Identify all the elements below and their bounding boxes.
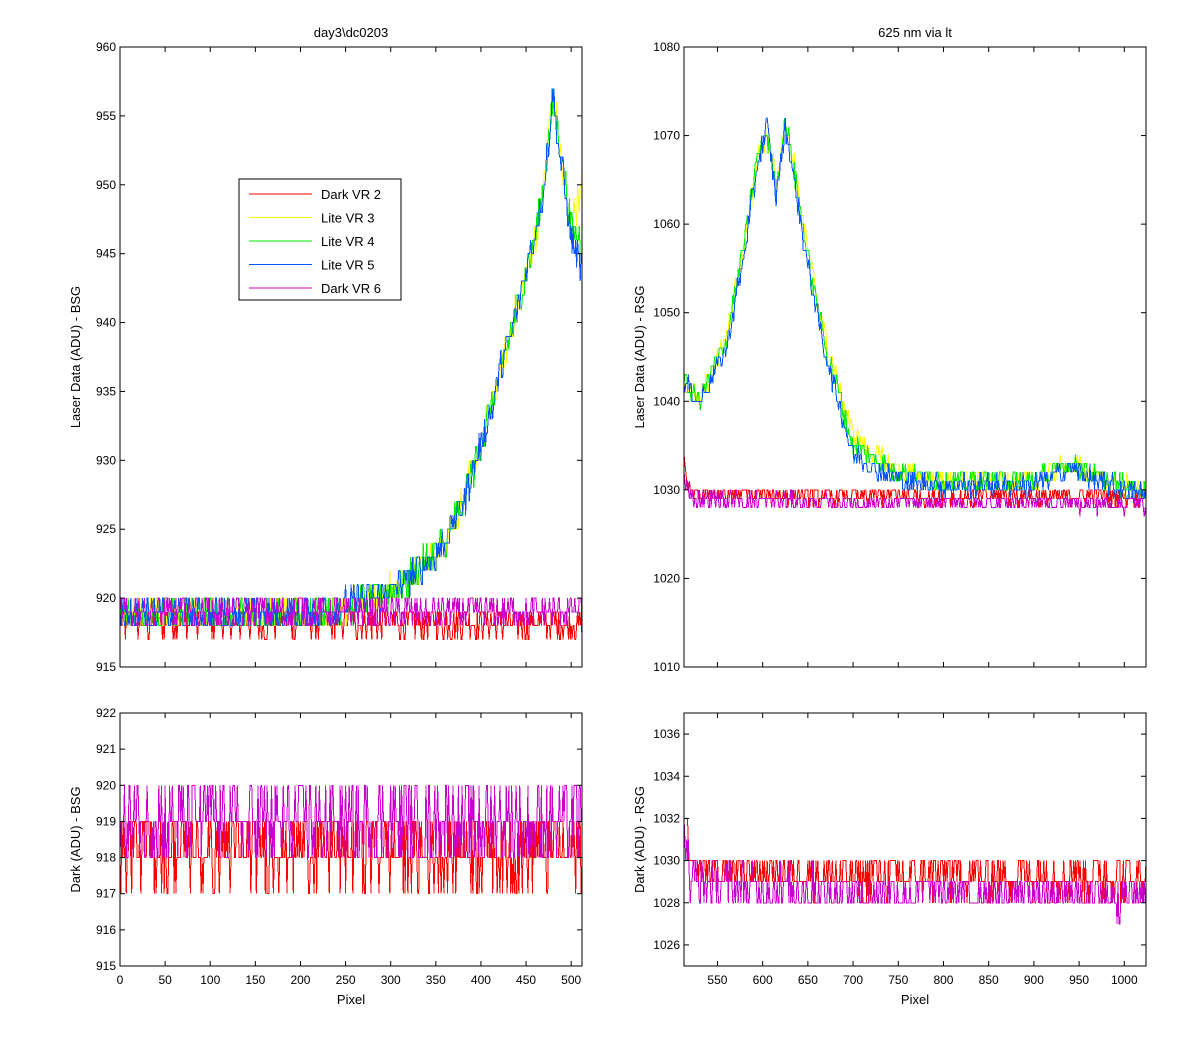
x-tick-label: 400 bbox=[471, 973, 491, 987]
series-line-dark-vr-2 bbox=[684, 454, 1146, 509]
y-tick-label: 919 bbox=[96, 814, 116, 828]
y-axis-label: Laser Data (ADU) - RSG bbox=[632, 285, 647, 428]
series-line-lite-vr-5 bbox=[684, 117, 1146, 500]
y-tick-label: 945 bbox=[96, 247, 116, 261]
y-tick-label: 1036 bbox=[653, 727, 680, 741]
x-tick-label: 450 bbox=[516, 973, 536, 987]
y-tick-label: 1060 bbox=[653, 217, 680, 231]
plot-frame bbox=[119, 712, 583, 967]
legend-label: Lite VR 3 bbox=[321, 211, 374, 226]
y-tick-label: 921 bbox=[96, 742, 116, 756]
y-tick-label: 935 bbox=[96, 384, 116, 398]
x-tick-label: 850 bbox=[979, 973, 999, 987]
x-tick-label: 1000 bbox=[1111, 973, 1138, 987]
x-tick-label: 100 bbox=[200, 973, 220, 987]
y-axis-label: Dark (ADU) - RSG bbox=[632, 786, 647, 893]
plot-laser-bsg: 915 920 925 930 935 940 945 950 955 960 Laser Data… bbox=[68, 40, 583, 674]
y-tick-label: 1030 bbox=[653, 854, 680, 868]
y-tick-label: 930 bbox=[96, 453, 116, 467]
y-tick-label: 1020 bbox=[653, 571, 680, 585]
y-tick-label: 915 bbox=[96, 660, 116, 674]
y-tick-label: 916 bbox=[96, 923, 116, 937]
plot-frame bbox=[683, 712, 1147, 967]
x-tick-label: 300 bbox=[381, 973, 401, 987]
series-line-dark-vr-6 bbox=[684, 472, 1146, 517]
y-tick-label: 1070 bbox=[653, 129, 680, 143]
y-tick-label: 1034 bbox=[653, 769, 680, 783]
y-tick-label: 960 bbox=[96, 40, 116, 54]
x-tick-label: 650 bbox=[798, 973, 818, 987]
series-line-dark-vr-6 bbox=[120, 784, 582, 859]
plot-dark-bsg: 915 916 917 918 919 920 921 922 0 50 100 150 200 250 3… bbox=[68, 706, 583, 1007]
y-tick-label: 1050 bbox=[653, 306, 680, 320]
y-tick-label: 920 bbox=[96, 591, 116, 605]
y-tick-label: 918 bbox=[96, 851, 116, 865]
y-axis-label: Laser Data (ADU) - BSG bbox=[68, 286, 83, 428]
series-line-dark-vr-6 bbox=[120, 597, 582, 627]
x-tick-label: 150 bbox=[245, 973, 265, 987]
y-tick-label: 920 bbox=[96, 778, 116, 792]
chart-title-right: 625 nm via lt bbox=[878, 25, 952, 40]
x-tick-label: 600 bbox=[753, 973, 773, 987]
chart-title-left: day3\dc0203 bbox=[314, 25, 388, 40]
y-tick-label: 955 bbox=[96, 109, 116, 123]
x-tick-label: 0 bbox=[117, 973, 124, 987]
x-tick-label: 550 bbox=[707, 973, 727, 987]
y-tick-label: 1080 bbox=[653, 40, 680, 54]
y-tick-label: 1040 bbox=[653, 394, 680, 408]
legend: Dark VR 2 Lite VR 3 Lite VR 4 Lite VR 5 Dark… bbox=[238, 178, 402, 301]
x-axis-label: Pixel bbox=[901, 992, 929, 1007]
series-line-lite-vr-4 bbox=[684, 117, 1146, 499]
y-tick-label: 1032 bbox=[653, 811, 680, 825]
legend-label: Lite VR 4 bbox=[321, 234, 374, 249]
x-tick-label: 50 bbox=[158, 973, 172, 987]
y-tick-label: 940 bbox=[96, 316, 116, 330]
y-tick-label: 1028 bbox=[653, 896, 680, 910]
y-axis-label: Dark (ADU) - BSG bbox=[68, 786, 83, 892]
x-tick-label: 350 bbox=[426, 973, 446, 987]
x-tick-label: 950 bbox=[1069, 973, 1089, 987]
x-tick-label: 750 bbox=[888, 973, 908, 987]
series-line-lite-vr-3 bbox=[120, 88, 582, 627]
legend-label: Lite VR 5 bbox=[321, 258, 374, 273]
plot-frame bbox=[683, 46, 1147, 668]
y-tick-label: 917 bbox=[96, 887, 116, 901]
plot-frame bbox=[119, 46, 583, 668]
y-tick-label: 950 bbox=[96, 178, 116, 192]
y-tick-label: 1010 bbox=[653, 660, 680, 674]
plot-dark-rsg: 1026 1028 1030 1032 1034 1036 550 600 650 700 750 8… bbox=[632, 712, 1147, 1007]
series-line-lite-vr-3 bbox=[684, 126, 1146, 500]
x-tick-label: 500 bbox=[561, 973, 581, 987]
y-tick-label: 1026 bbox=[653, 938, 680, 952]
series-line-lite-vr-4 bbox=[120, 88, 582, 627]
x-axis-label: Pixel bbox=[337, 992, 365, 1007]
series-line-dark-vr-6 bbox=[684, 818, 1146, 925]
series-line-dark-vr-2 bbox=[684, 817, 1146, 904]
y-tick-label: 1030 bbox=[653, 483, 680, 497]
y-tick-label: 922 bbox=[96, 706, 116, 720]
x-tick-label: 200 bbox=[290, 973, 310, 987]
legend-label: Dark VR 6 bbox=[321, 281, 381, 296]
y-tick-label: 915 bbox=[96, 959, 116, 973]
x-tick-label: 700 bbox=[843, 973, 863, 987]
x-tick-label: 900 bbox=[1024, 973, 1044, 987]
x-tick-label: 250 bbox=[336, 973, 356, 987]
series-line-lite-vr-5 bbox=[120, 88, 582, 627]
plot-laser-rsg: 1010 1020 1030 1040 1050 1060 1070 1080 Laser Da… bbox=[632, 40, 1147, 674]
y-tick-label: 925 bbox=[96, 522, 116, 536]
x-tick-label: 800 bbox=[933, 973, 953, 987]
legend-label: Dark VR 2 bbox=[321, 187, 381, 202]
